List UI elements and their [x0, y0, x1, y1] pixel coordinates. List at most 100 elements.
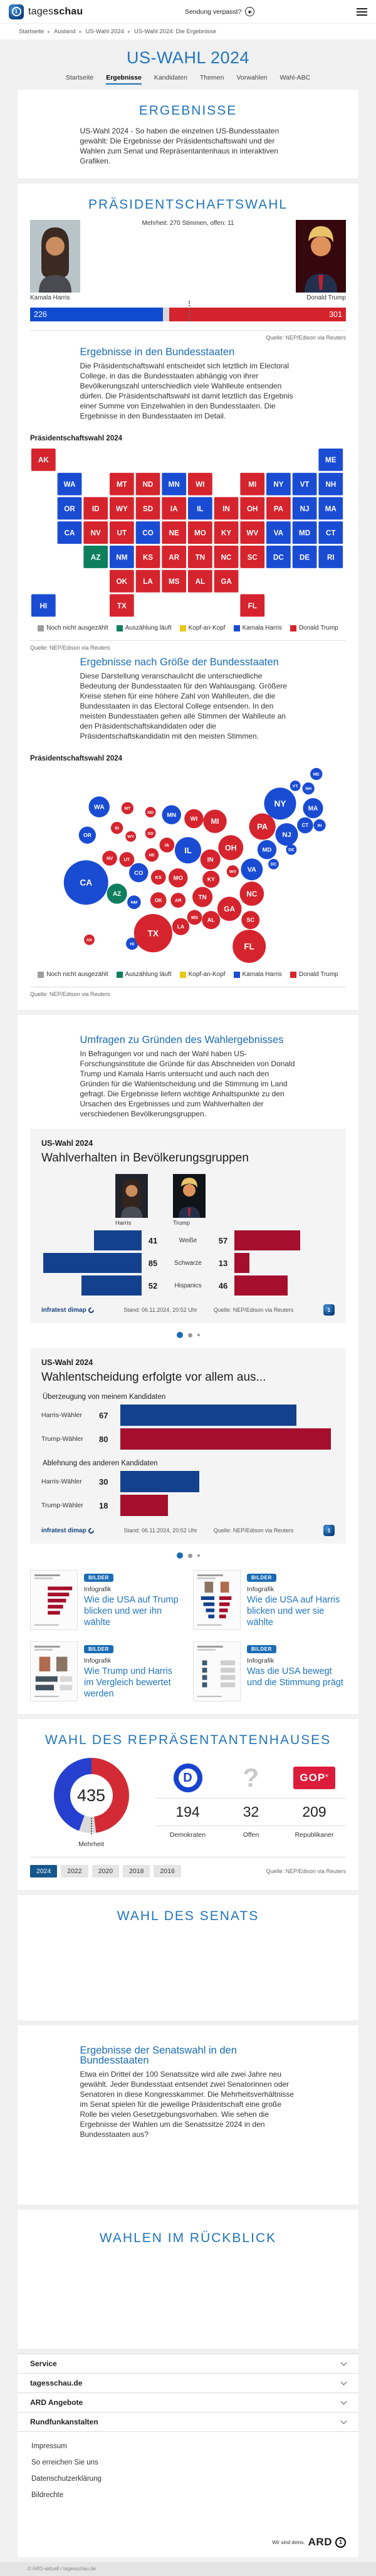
sendung-verpasst-link[interactable]: Sendung verpasst? ▶	[185, 7, 255, 16]
teaser-card[interactable]: BILDER Infografik Wie die USA auf Trump bl…	[30, 1570, 183, 1631]
state-NC[interactable]: NC	[214, 546, 239, 568]
state-bubble-KY[interactable]: KY	[202, 871, 220, 888]
play-icon[interactable]: ▶	[245, 7, 255, 16]
tab-vorwahlen[interactable]: Vorwahlen	[236, 74, 268, 81]
tab-wahlabc[interactable]: Wahl-ABC	[279, 74, 311, 81]
state-bubble-OR[interactable]: OR	[78, 826, 96, 844]
footer-link-soerreichensieuns[interactable]: So erreichen Sie uns	[31, 2459, 98, 2467]
trump-ev-segment[interactable]: 301	[169, 308, 346, 321]
state-bubble-MS[interactable]: MS	[187, 910, 202, 925]
teaser-title[interactable]: Wie die USA auf Harris blicken und wer s…	[247, 1595, 340, 1628]
state-bubble-IL[interactable]: IL	[174, 837, 202, 864]
year-chip-2020[interactable]: 2020	[91, 1865, 120, 1878]
state-OR[interactable]: OR	[57, 497, 82, 520]
state-OK[interactable]: OK	[109, 569, 134, 593]
teaser-card[interactable]: BILDER Infografik Wie Trump und Harris im …	[30, 1641, 183, 1702]
state-LA[interactable]: LA	[135, 569, 160, 593]
carousel-dot[interactable]	[197, 1334, 200, 1337]
state-VT[interactable]: VT	[292, 472, 317, 496]
state-bubble-TX[interactable]: TX	[133, 914, 172, 953]
state-MO[interactable]: MO	[188, 521, 212, 544]
state-bubble-WY[interactable]: WY	[125, 831, 137, 842]
state-NJ[interactable]: NJ	[292, 497, 317, 520]
state-bubble-MA[interactable]: MA	[303, 798, 323, 819]
state-RI[interactable]: RI	[318, 546, 343, 568]
state-MS[interactable]: MS	[162, 569, 187, 593]
state-bubble-GA[interactable]: GA	[217, 896, 242, 922]
state-bubble-CO[interactable]: CO	[129, 863, 149, 883]
state-MA[interactable]: MA	[318, 497, 343, 520]
state-ND[interactable]: ND	[135, 472, 160, 496]
ard-logo[interactable]: Wir sind deins. ARD 1	[30, 2536, 346, 2548]
state-bubble-WA[interactable]: WA	[88, 796, 110, 818]
footer-accordion-rundfunkanstalten[interactable]: Rundfunkanstalten	[18, 2412, 358, 2433]
state-DC[interactable]: DC	[266, 546, 291, 568]
state-bubble-AK[interactable]: AK	[84, 935, 95, 945]
state-bubble-MN[interactable]: MN	[162, 805, 181, 825]
state-bubble-NH[interactable]: NH	[302, 782, 315, 795]
state-AZ[interactable]: AZ	[83, 546, 108, 568]
state-bubble-MD[interactable]: MD	[257, 840, 277, 860]
state-bubble-NY[interactable]: NY	[264, 787, 296, 820]
state-bubble-KS[interactable]: KS	[150, 870, 166, 885]
state-bubble-VT[interactable]: VT	[290, 781, 301, 792]
tagesschau-logo[interactable]: 1 tagesschau	[9, 4, 83, 19]
state-bubble-TN[interactable]: TN	[192, 887, 213, 908]
state-bubble-NC[interactable]: NC	[239, 881, 264, 906]
state-SC[interactable]: SC	[240, 546, 265, 568]
state-FL[interactable]: FL	[240, 594, 265, 617]
state-bubble-IA[interactable]: IA	[159, 838, 175, 853]
state-UT[interactable]: UT	[109, 521, 134, 544]
breadcrumb-item[interactable]: US-Wahl 2024	[85, 28, 124, 35]
state-GA[interactable]: GA	[214, 569, 239, 593]
state-bubble-DC[interactable]: DC	[268, 859, 279, 870]
state-WI[interactable]: WI	[188, 472, 212, 496]
state-CT[interactable]: CT	[318, 521, 343, 544]
state-bubble-NM[interactable]: NM	[127, 895, 141, 910]
state-VA[interactable]: VA	[266, 521, 291, 544]
state-bubble-ME[interactable]: ME	[310, 768, 323, 781]
state-bubble-CT[interactable]: CT	[297, 817, 313, 834]
state-bubble-AZ[interactable]: AZ	[107, 883, 127, 904]
menu-icon[interactable]	[357, 8, 367, 16]
state-PA[interactable]: PA	[266, 497, 291, 520]
state-CA[interactable]: CA	[57, 521, 82, 544]
teaser-title[interactable]: Wie Trump und Harris im Vergleich bewert…	[84, 1666, 173, 1700]
state-MD[interactable]: MD	[292, 521, 317, 544]
state-bubble-MO[interactable]: MO	[169, 868, 188, 888]
teaser-card[interactable]: BILDER Infografik Wie die USA auf Harris b…	[193, 1570, 346, 1631]
state-NV[interactable]: NV	[83, 521, 108, 544]
state-ME[interactable]: ME	[318, 448, 343, 471]
state-WA[interactable]: WA	[57, 472, 82, 496]
state-bubble-HI[interactable]: HI	[126, 938, 138, 950]
footer-link-impressum[interactable]: Impressum	[31, 2443, 67, 2451]
carousel-dot-active[interactable]	[176, 1552, 183, 1559]
state-bubble-SC[interactable]: SC	[241, 911, 260, 930]
state-bubble-DE[interactable]: DE	[286, 844, 297, 855]
state-AL[interactable]: AL	[188, 569, 212, 593]
state-bubble-NE[interactable]: NE	[145, 848, 159, 862]
state-SD[interactable]: SD	[135, 497, 160, 520]
state-bubble-AL[interactable]: AL	[202, 911, 221, 930]
state-bubble-NJ[interactable]: NJ	[275, 823, 298, 846]
tab-startseite[interactable]: Startseite	[65, 74, 94, 81]
state-TN[interactable]: TN	[188, 546, 212, 568]
state-bubble-CA[interactable]: CA	[63, 860, 108, 905]
state-bubble-OK[interactable]: OK	[150, 892, 167, 909]
year-chip-2022[interactable]: 2022	[61, 1865, 88, 1878]
state-NY[interactable]: NY	[266, 472, 291, 496]
year-chip-2024[interactable]: 2024	[30, 1865, 58, 1878]
state-bubble-ID[interactable]: ID	[110, 822, 123, 834]
state-bubble-UT[interactable]: UT	[119, 852, 135, 868]
breadcrumb-item[interactable]: US-Wahl 2024: Die Ergebnisse	[133, 28, 217, 35]
state-OH[interactable]: OH	[240, 497, 265, 520]
year-chip-2018[interactable]: 2018	[123, 1865, 150, 1878]
teaser-card[interactable]: BILDER Infografik Was die USA bewegt und d…	[193, 1641, 346, 1702]
state-bubble-WI[interactable]: WI	[184, 809, 204, 829]
state-MN[interactable]: MN	[162, 472, 187, 496]
state-WY[interactable]: WY	[109, 497, 134, 520]
state-MT[interactable]: MT	[109, 472, 134, 496]
state-IN[interactable]: IN	[214, 497, 239, 520]
state-WV[interactable]: WV	[240, 521, 265, 544]
state-bubble-IN[interactable]: IN	[200, 849, 221, 870]
